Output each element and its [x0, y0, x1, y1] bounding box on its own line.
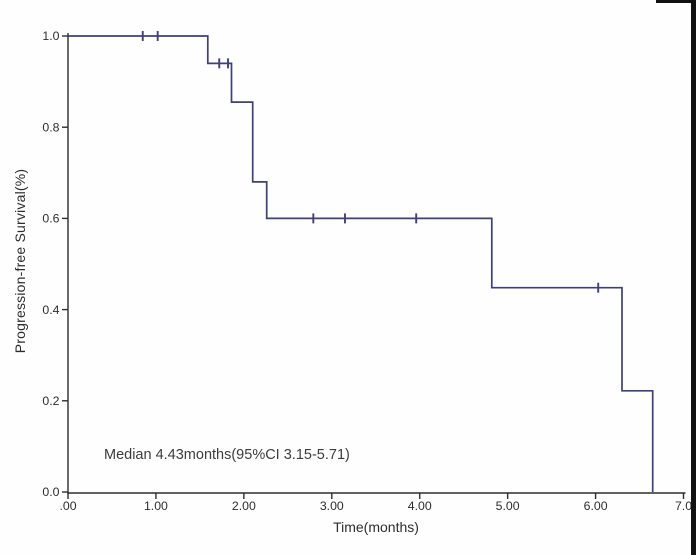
y-axis-title: Progression-free Survival(%): [12, 168, 28, 354]
x-tick-label: 2.00: [232, 499, 256, 513]
y-tick-label: 0.6: [42, 212, 59, 226]
x-axis-title: Time(months): [333, 519, 419, 535]
x-tick-label: 7.0: [675, 499, 692, 513]
y-tick-label: 0.8: [42, 120, 59, 134]
x-tick-label: 4.00: [408, 499, 432, 513]
y-tick-label: 0.4: [42, 303, 59, 317]
page-edge-top-bar: [656, 0, 696, 3]
median-annotation: Median 4.43months(95%CI 3.15-5.71): [104, 447, 350, 463]
x-tick-label: 5.00: [496, 499, 520, 513]
km-survival-curve: [68, 35, 654, 492]
y-tick-label: 0.0: [42, 485, 59, 499]
x-tick-label: .00: [59, 499, 76, 513]
x-tick-label: 6.00: [584, 499, 608, 513]
page-edge-right-bar: [691, 0, 696, 555]
x-tick-label: 3.00: [320, 499, 344, 513]
y-tick-label: 0.2: [42, 394, 59, 408]
x-tick-label: 1.00: [144, 499, 168, 513]
y-tick-label: 1.0: [42, 29, 59, 43]
